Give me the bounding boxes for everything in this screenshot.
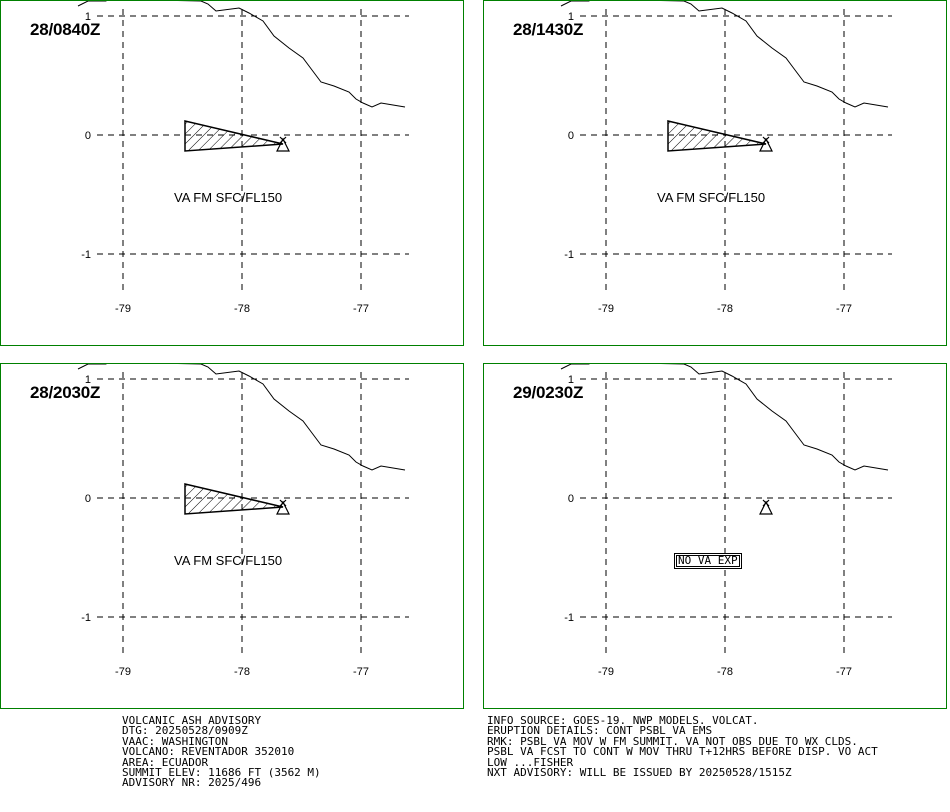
ash-cloud-polygon (184, 483, 284, 515)
panel-timestamp: 29/0230Z (513, 383, 584, 402)
latitude-label: 1 (568, 11, 574, 23)
longitude-label: -77 (353, 303, 369, 315)
advisory-line: INFO SOURCE: GOES-19. NWP MODELS. VOLCAT… (487, 714, 759, 727)
ash-cloud-polygon (667, 120, 767, 152)
ash-cloud-label: VA FM SFC/FL150 (174, 190, 282, 205)
latitude-label: -1 (564, 612, 574, 624)
coastline (77, 1, 406, 108)
ash-cloud-polygon (184, 120, 284, 152)
advisory-line: VOLCANIC ASH ADVISORY (122, 714, 262, 727)
panel-timestamp: 28/1430Z (513, 20, 584, 39)
latitude-label: -1 (81, 249, 91, 261)
advisory-line: AREA: ECUADOR (122, 755, 209, 769)
coastline (560, 364, 889, 471)
panel-map: 1 0 -1 -79 -78 -77 VA FM SFC/FL150 (77, 364, 409, 678)
ash-cloud-label: VA FM SFC/FL150 (657, 190, 765, 205)
panel-map: 1 0 -1 -79 -78 -77 VA FM SFC/FL150 (77, 1, 409, 315)
advisory-line: ADVISORY NR: 2025/496 (122, 776, 262, 790)
volcano-icon (276, 136, 290, 152)
latitude-label: 0 (85, 130, 91, 142)
longitude-label: -78 (234, 303, 250, 315)
advisory-line: VAAC: WASHINGTON (122, 734, 228, 748)
no-ash-expected-label: NO VA EXP (674, 553, 742, 569)
panel-map: 1 0 -1 -79 -78 -77 VA FM SFC/FL150 (560, 1, 892, 315)
panel-timestamp: 28/2030Z (30, 383, 101, 402)
volcano-icon (759, 499, 773, 515)
latitude-label: 1 (85, 11, 91, 23)
longitude-label: -78 (717, 303, 733, 315)
latitude-label: 0 (568, 493, 574, 505)
longitude-label: -78 (234, 666, 250, 678)
longitude-label: -78 (717, 666, 733, 678)
panel-timestamp: 28/0840Z (30, 20, 101, 39)
longitude-label: -79 (115, 303, 131, 315)
advisory-line: SUMMIT ELEV: 11686 FT (3562 M) (122, 766, 321, 780)
advisory-line: LOW ...FISHER (487, 755, 574, 769)
advisory-remarks-block: INFO SOURCE: GOES-19. NWP MODELS. VOLCAT… (487, 714, 878, 780)
advisory-line: VOLCANO: REVENTADOR 352010 (122, 745, 295, 759)
forecast-panel-t6: 1 0 -1 -79 -78 -77 VA FM SFC/FL150 28/1430Z (483, 0, 947, 346)
advisory-line: ERUPTION DETAILS: CONT PSBL VA EMS (487, 724, 713, 738)
longitude-label: -79 (598, 666, 614, 678)
advisory-line: DTG: 20250528/0909Z (122, 724, 248, 738)
coastline (560, 1, 889, 108)
latitude-label: 1 (85, 374, 91, 386)
forecast-panel-t12: 1 0 -1 -79 -78 -77 VA FM SFC/FL150 28/2030Z (0, 363, 464, 709)
panel-map: 1 0 -1 -79 -78 -77 (560, 364, 892, 678)
advisory-line: PSBL VA FCST TO CONT W MOV THRU T+12HRS … (487, 745, 878, 759)
latitude-label: 0 (568, 130, 574, 142)
forecast-panel-t0: 1 0 -1 -79 -78 -77 VA FM SFC/FL150 28/0840Z (0, 0, 464, 346)
latitude-label: -1 (564, 249, 574, 261)
volcano-icon (759, 136, 773, 152)
ash-cloud-label: VA FM SFC/FL150 (174, 553, 282, 568)
forecast-panel-t18: 1 0 -1 -79 -78 -77 NO VA EXP 29/0230Z (483, 363, 947, 709)
longitude-label: -79 (115, 666, 131, 678)
latitude-label: 1 (568, 374, 574, 386)
advisory-line: NXT ADVISORY: WILL BE ISSUED BY 20250528… (487, 766, 792, 780)
coastline (77, 364, 406, 471)
longitude-label: -79 (598, 303, 614, 315)
latitude-label: 0 (85, 493, 91, 505)
advisory-header-block: VOLCANIC ASH ADVISORY DTG: 20250528/0909Z… (122, 714, 321, 790)
longitude-label: -77 (836, 666, 852, 678)
advisory-line: RMK: PSBL VA MOV W FM SUMMIT. VA NOT OBS… (487, 734, 858, 748)
volcano-icon (276, 499, 290, 515)
longitude-label: -77 (353, 666, 369, 678)
longitude-label: -77 (836, 303, 852, 315)
latitude-label: -1 (81, 612, 91, 624)
